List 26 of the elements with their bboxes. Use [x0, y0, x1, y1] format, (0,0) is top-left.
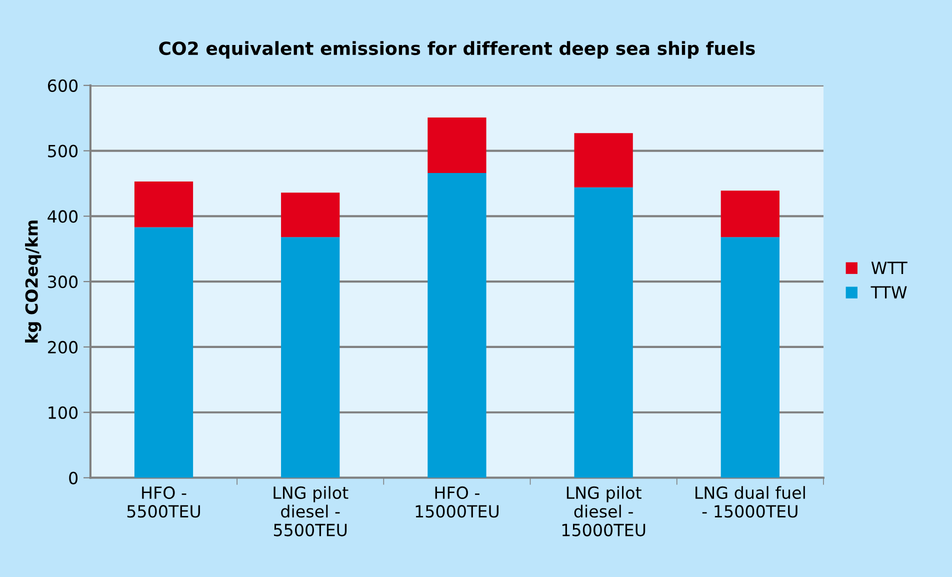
x-tick-label: LNG dual fuel - 15000TEU: [696, 486, 805, 518]
bar: [428, 173, 486, 478]
x-tick-label: LNG pilot diesel - 5500TEU: [274, 486, 348, 536]
y-tick-label: 300: [48, 276, 78, 288]
y-axis-title: kg CO2eq/km: [25, 220, 42, 342]
y-tick-label: 600: [48, 79, 78, 92]
bar: [574, 187, 633, 478]
legend-label: TTW: [870, 286, 907, 298]
bar: [134, 182, 194, 228]
bar: [574, 133, 633, 188]
bar: [281, 237, 340, 478]
bar: [720, 237, 780, 478]
y-tick-label: 0: [69, 472, 78, 484]
y-tick-label: 500: [48, 144, 78, 158]
legend-label: WTT: [871, 262, 908, 274]
y-tick-label: 400: [48, 210, 78, 223]
bar: [720, 190, 780, 238]
bar: [281, 192, 340, 238]
bar: [428, 117, 486, 174]
y-tick-label: 200: [48, 340, 78, 354]
chart-title: CO2 equivalent emissions for different deep sea ship fuels: [159, 41, 755, 59]
x-tick-label: HFO - 5500TEU: [127, 486, 200, 518]
bar: [134, 227, 194, 478]
x-tick-label: LNG pilot diesel - 15000TEU: [562, 486, 646, 536]
x-tick-label: HFO - 15000TEU: [416, 486, 498, 518]
y-tick-label: 100: [48, 406, 78, 419]
